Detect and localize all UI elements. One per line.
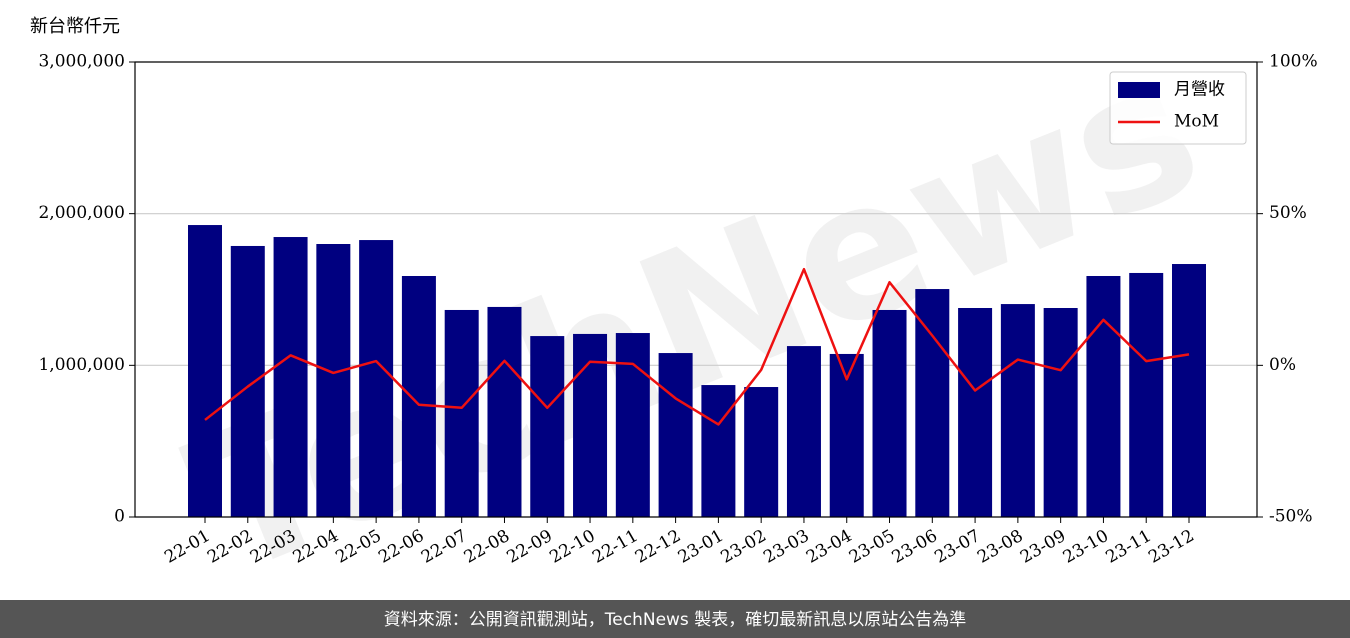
x-tick-label: 23-02: [717, 526, 769, 568]
bar: [530, 336, 565, 517]
x-tick-label: 23-06: [889, 526, 941, 568]
bar: [230, 245, 265, 517]
bar: [273, 237, 308, 518]
bar: [744, 387, 779, 517]
x-tick-label: 23-12: [1145, 526, 1197, 568]
line: [204, 267, 1190, 426]
x-tick-label: 22-08: [461, 526, 513, 568]
legend-label: 月營收: [1174, 80, 1225, 100]
y-tick-label: 1,000,000: [38, 355, 125, 375]
x-tick-label: 23-01: [675, 526, 727, 568]
y2-tick-label: 0%: [1269, 355, 1296, 375]
bar: [1000, 304, 1035, 517]
legend-swatch: [1118, 82, 1160, 98]
bar: [958, 308, 993, 517]
x-tick-label: 22-09: [504, 526, 556, 568]
bar: [401, 276, 436, 517]
y-tick-label: 3,000,000: [38, 52, 125, 72]
y2-tick-label: -50%: [1269, 507, 1313, 527]
x-tick-label: 23-10: [1060, 526, 1112, 568]
x-tick-label: 23-09: [1017, 526, 1069, 568]
bar: [573, 333, 608, 517]
bar: [444, 309, 479, 517]
bar: [1086, 276, 1121, 517]
bar: [316, 244, 351, 517]
x-tick-label: 23-11: [1103, 526, 1155, 568]
bar: [701, 385, 736, 517]
y2-tick-label: 100%: [1269, 52, 1318, 72]
x-tick-label: 23-07: [931, 526, 983, 568]
bar: [872, 309, 907, 517]
x-tick-label: 22-11: [589, 526, 641, 568]
x-tick-label: 23-03: [760, 526, 812, 568]
footer-band: [0, 600, 1350, 638]
y-axis-label: 新台幣仟元: [30, 16, 120, 37]
x-tick-label: 23-08: [974, 526, 1026, 568]
y-tick-label: 2,000,000: [38, 203, 125, 223]
bar: [188, 225, 222, 517]
x-tick-label: 22-12: [632, 526, 684, 568]
x-tick-label: 22-10: [546, 526, 598, 568]
bar: [829, 353, 864, 517]
x-tick-label: 23-05: [846, 526, 898, 568]
bar: [658, 353, 693, 517]
bar: [1172, 264, 1206, 517]
bar: [359, 240, 394, 517]
legend-label: MoM: [1174, 112, 1219, 132]
bar: [487, 306, 522, 517]
bar: [1129, 272, 1164, 517]
bar: [915, 289, 950, 517]
x-tick-label: 23-04: [803, 526, 855, 568]
bar: [1043, 308, 1078, 517]
footer-text: 資料來源：公開資訊觀測站，TechNews 製表，確切最新訊息以原站公告為準: [384, 610, 966, 630]
plot-frame: [134, 61, 1258, 518]
bar: [786, 346, 821, 517]
x-tick-label: 22-01: [161, 526, 213, 568]
y2-tick-label: 50%: [1269, 203, 1307, 223]
legend: 月營收 MoM: [1109, 71, 1247, 145]
y-tick-label: 0: [114, 507, 125, 527]
bar: [615, 333, 650, 517]
